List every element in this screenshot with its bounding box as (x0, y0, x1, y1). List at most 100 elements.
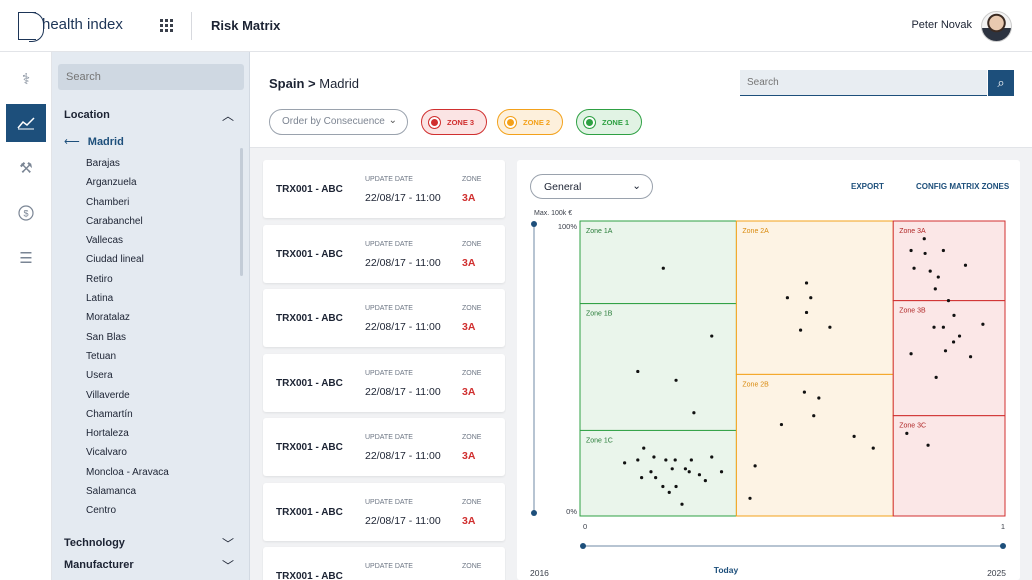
section-manufacturer[interactable]: Manufacturer ﹀ (64, 559, 234, 573)
data-point[interactable] (802, 390, 806, 394)
export-link[interactable]: EXPORT (851, 182, 884, 191)
data-point[interactable] (710, 455, 714, 459)
data-point[interactable] (673, 458, 677, 462)
money-icon[interactable]: $ (6, 194, 46, 232)
data-point[interactable] (640, 476, 644, 480)
city-item[interactable]: Chamberi (86, 196, 130, 208)
data-point[interactable] (636, 369, 640, 374)
city-item[interactable]: Arganzuela (86, 177, 137, 189)
data-point[interactable] (636, 458, 640, 462)
data-point[interactable] (652, 455, 656, 459)
data-point[interactable] (946, 299, 951, 303)
zone-region[interactable] (735, 220, 894, 375)
data-point[interactable] (748, 496, 752, 500)
zone-region[interactable] (892, 220, 1006, 302)
data-point[interactable] (923, 251, 927, 256)
back-link[interactable]: ⟵ Madrid (64, 135, 124, 148)
stethoscope-icon[interactable]: ⚕ (21, 71, 31, 88)
data-point[interactable] (932, 325, 936, 329)
general-select[interactable]: General ⌄ (530, 174, 653, 199)
city-item[interactable]: Retiro (86, 273, 113, 285)
city-item[interactable]: San Blas (86, 331, 127, 343)
data-point[interactable] (905, 431, 909, 435)
data-point[interactable] (654, 476, 658, 480)
data-point[interactable] (909, 248, 913, 253)
zone-filter-2[interactable]: ZONE 2 (497, 109, 563, 135)
data-point[interactable] (968, 355, 973, 359)
sidebar-search-input[interactable] (58, 64, 244, 90)
city-item[interactable]: Latina (86, 293, 114, 305)
zone-region[interactable] (892, 415, 1006, 517)
data-point[interactable] (697, 473, 702, 477)
city-item[interactable]: Usera (86, 370, 113, 382)
section-location[interactable]: Location ︿ (64, 109, 234, 123)
data-point[interactable] (957, 334, 962, 338)
data-point[interactable] (951, 340, 956, 344)
data-point[interactable] (692, 411, 696, 415)
city-item[interactable]: Carabanchel (86, 215, 143, 227)
city-item[interactable]: Chamartín (86, 408, 133, 420)
data-point[interactable] (649, 470, 653, 474)
data-point[interactable] (798, 328, 803, 332)
data-point[interactable] (674, 484, 678, 489)
city-item[interactable]: Moratalaz (86, 312, 130, 324)
data-point[interactable] (804, 310, 809, 315)
data-point[interactable] (934, 375, 938, 379)
data-point[interactable] (687, 470, 691, 474)
data-point[interactable] (779, 422, 784, 427)
data-point[interactable] (812, 414, 816, 418)
data-point[interactable] (928, 269, 932, 273)
data-point[interactable] (926, 443, 930, 447)
config-matrix-zones-link[interactable]: CONFIG MATRIX ZONES (916, 182, 1010, 191)
data-point[interactable] (809, 296, 813, 300)
section-technology[interactable]: Technology ﹀ (64, 537, 234, 551)
city-item[interactable]: Moncloa - Aravaca (86, 466, 169, 478)
zone-region[interactable] (579, 303, 737, 431)
sidebar-scrollbar[interactable] (240, 148, 243, 276)
zone-region[interactable] (735, 373, 894, 517)
timeline-handle-end[interactable] (1000, 543, 1006, 549)
data-point[interactable] (912, 266, 916, 270)
data-point[interactable] (909, 352, 913, 356)
zone-region[interactable] (579, 429, 737, 517)
y-slider-handle-top[interactable] (531, 221, 537, 227)
data-point[interactable] (852, 434, 856, 438)
user-name[interactable]: Peter Novak (911, 19, 972, 31)
data-point[interactable] (719, 470, 724, 474)
city-item[interactable]: Ciudad lineal (86, 254, 144, 266)
data-point[interactable] (981, 322, 985, 326)
data-point[interactable] (785, 296, 789, 300)
data-point[interactable] (941, 325, 945, 329)
data-point[interactable] (922, 237, 926, 241)
checklist-icon[interactable]: ☰ (19, 250, 33, 267)
data-point[interactable] (943, 349, 948, 353)
search-input[interactable] (740, 70, 987, 96)
chart-icon[interactable] (6, 104, 46, 142)
data-point[interactable] (680, 502, 684, 506)
data-point[interactable] (952, 313, 956, 317)
data-point[interactable] (817, 396, 821, 400)
zone-region[interactable] (892, 300, 1006, 417)
data-point[interactable] (667, 490, 671, 494)
data-point[interactable] (963, 263, 968, 267)
breadcrumb-country[interactable]: Spain (269, 76, 305, 91)
apps-grid-icon[interactable] (160, 19, 174, 33)
data-point[interactable] (804, 281, 809, 285)
timeline-handle-start[interactable] (580, 543, 586, 549)
city-item[interactable]: Vicalvaro (86, 447, 127, 459)
zone-filter-1[interactable]: ZONE 1 (576, 109, 642, 135)
data-point[interactable] (933, 287, 937, 291)
data-point[interactable] (664, 458, 668, 462)
city-item[interactable]: Vallecas (86, 235, 124, 247)
data-point[interactable] (689, 458, 693, 462)
data-point[interactable] (703, 479, 707, 483)
data-point[interactable] (936, 275, 940, 279)
y-slider-handle-bottom[interactable] (531, 510, 537, 516)
data-point[interactable] (623, 461, 627, 465)
